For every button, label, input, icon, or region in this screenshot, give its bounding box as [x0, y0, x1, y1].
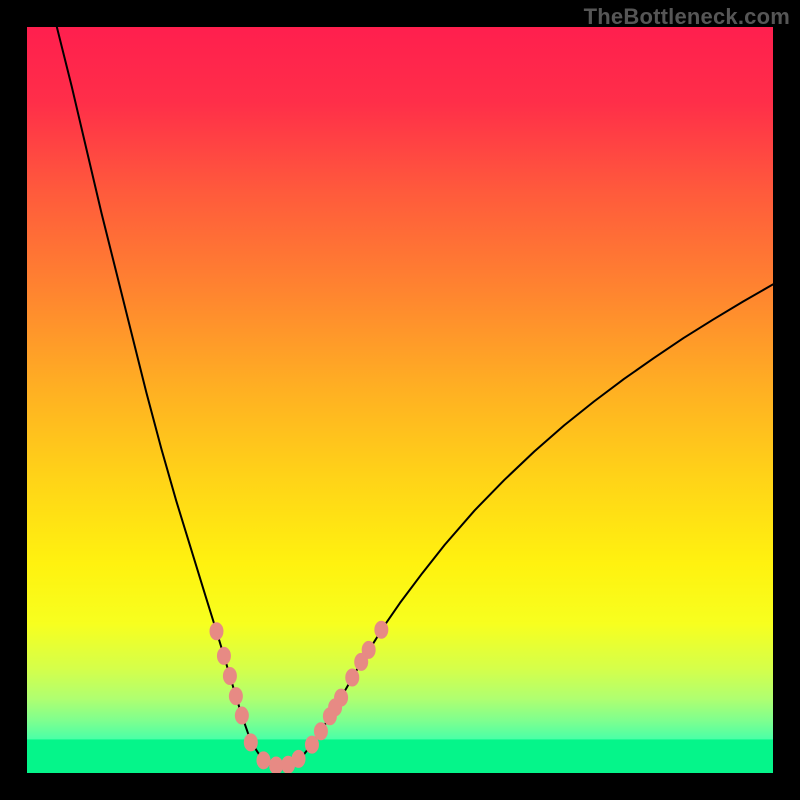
watermark-text: TheBottleneck.com — [584, 4, 790, 30]
curve-marker — [223, 667, 237, 685]
curve-marker — [256, 751, 270, 769]
curve-marker — [244, 733, 258, 751]
curve-marker — [362, 641, 376, 659]
green-band — [27, 739, 773, 773]
curve-marker — [292, 750, 306, 768]
curve-marker — [345, 669, 359, 687]
curve-marker — [229, 687, 243, 705]
curve-marker — [235, 707, 249, 725]
gradient-background — [27, 27, 773, 773]
chart-svg — [27, 27, 773, 773]
curve-marker — [217, 647, 231, 665]
curve-marker — [334, 689, 348, 707]
curve-marker — [209, 622, 223, 640]
chart-frame: TheBottleneck.com — [0, 0, 800, 800]
plot-area — [27, 27, 773, 773]
curve-marker — [314, 722, 328, 740]
curve-marker — [374, 621, 388, 639]
